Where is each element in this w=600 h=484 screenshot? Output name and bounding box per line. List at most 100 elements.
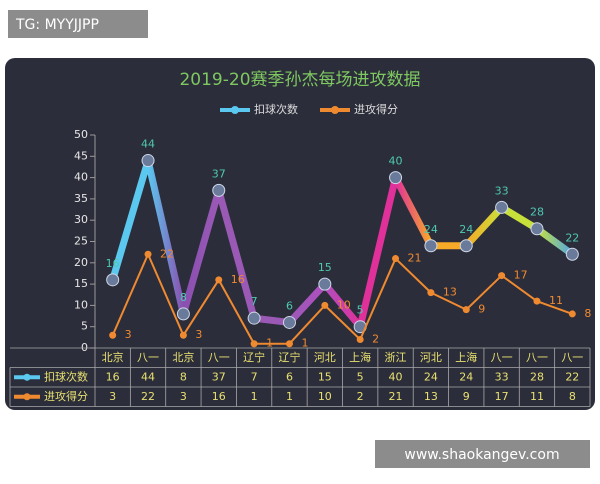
table-cell: 7: [251, 370, 258, 383]
y-tick-label: 35: [74, 192, 88, 205]
point: [176, 307, 190, 321]
table-cell: 2: [357, 390, 364, 403]
series-line: [109, 157, 576, 331]
table-cell: 9: [463, 390, 470, 403]
point: [247, 311, 261, 325]
data-label: 15: [318, 261, 332, 274]
data-label: 1: [266, 337, 273, 350]
table-cell: 5: [357, 370, 364, 383]
point: [459, 239, 473, 253]
table-header: 八一: [526, 351, 548, 364]
table-row-label: 扣球次数: [44, 369, 88, 383]
data-label: 33: [495, 184, 509, 197]
data-label: 28: [530, 206, 544, 219]
y-tick-label: 45: [74, 149, 88, 162]
table-cell: 13: [424, 390, 438, 403]
legend-marker: [331, 106, 339, 114]
data-label: 11: [549, 294, 563, 307]
point: [462, 306, 470, 314]
table-header: 浙江: [385, 351, 407, 364]
data-label: 7: [251, 295, 258, 308]
table-cell: 28: [530, 370, 544, 383]
data-label: 22: [565, 231, 579, 244]
table-header: 辽宁: [243, 350, 265, 364]
y-tick-label: 20: [74, 256, 88, 269]
data-label: 40: [389, 155, 403, 168]
table-cell: 8: [180, 370, 187, 383]
point: [321, 301, 329, 309]
point: [568, 310, 576, 318]
data-label: 6: [286, 299, 293, 312]
point: [427, 289, 435, 297]
table-header: 河北: [314, 351, 336, 364]
data-label: 13: [443, 286, 457, 299]
watermark: TG: MYYJJPP: [15, 17, 99, 33]
data-label: 37: [212, 167, 226, 180]
watermark-box: [375, 440, 590, 468]
data-label: 9: [478, 303, 485, 316]
point: [282, 315, 296, 329]
point: [356, 335, 364, 343]
table-legend-marker: [23, 373, 31, 381]
table-cell: 16: [106, 370, 120, 383]
data-label: 10: [337, 298, 351, 311]
y-tick-label: 50: [74, 128, 88, 141]
table-cell: 6: [286, 370, 293, 383]
point: [212, 183, 226, 197]
watermark-box: [8, 10, 148, 38]
point: [318, 277, 332, 291]
y-tick-label: 30: [74, 213, 88, 226]
table-cell: 1: [286, 390, 293, 403]
table-header: 上海: [349, 350, 371, 364]
table-cell: 11: [530, 390, 544, 403]
table-cell: 40: [389, 370, 403, 383]
table-cell: 3: [109, 390, 116, 403]
data-label: 24: [424, 223, 438, 236]
point: [424, 239, 438, 253]
table-header: 河北: [420, 351, 442, 364]
point: [250, 340, 258, 348]
data-label: 16: [106, 257, 120, 270]
chart-panel: [5, 58, 595, 410]
chart-title: 2019-20赛季孙杰每场进攻数据: [179, 69, 420, 90]
y-tick-label: 40: [74, 171, 88, 184]
data-label: 17: [514, 269, 528, 282]
data-label: 8: [180, 291, 187, 304]
legend-marker: [231, 106, 239, 114]
point: [144, 250, 152, 258]
table-header: 八一: [208, 351, 230, 364]
series-line: [111, 253, 574, 345]
table-header: 北京: [172, 350, 194, 364]
table-cell: 44: [141, 370, 155, 383]
table-cell: 3: [180, 390, 187, 403]
table-cell: 15: [318, 370, 332, 383]
table-cell: 22: [141, 390, 155, 403]
table-cell: 24: [424, 370, 438, 383]
table-header: 八一: [491, 351, 513, 364]
y-tick-label: 15: [74, 277, 88, 290]
point: [565, 247, 579, 261]
data-label: 2: [372, 332, 379, 345]
watermark: www.shaokangev.com: [404, 447, 559, 463]
table-cell: 1: [251, 390, 258, 403]
point: [179, 331, 187, 339]
y-tick-label: 10: [74, 298, 88, 311]
table-cell: 8: [569, 390, 576, 403]
point: [498, 272, 506, 280]
table-cell: 21: [389, 390, 403, 403]
table-cell: 33: [495, 370, 509, 383]
legend-label: 进攻得分: [354, 102, 398, 116]
data-label: 21: [408, 252, 422, 265]
table-cell: 24: [459, 370, 473, 383]
data-label: 44: [141, 138, 155, 151]
table-header: 北京: [102, 350, 124, 364]
table-header: 八一: [137, 351, 159, 364]
point: [141, 154, 155, 168]
table-header: 八一: [561, 351, 583, 364]
point: [389, 171, 403, 185]
data-label: 3: [125, 328, 132, 341]
table-cell: 17: [495, 390, 509, 403]
table-cell: 10: [318, 390, 332, 403]
